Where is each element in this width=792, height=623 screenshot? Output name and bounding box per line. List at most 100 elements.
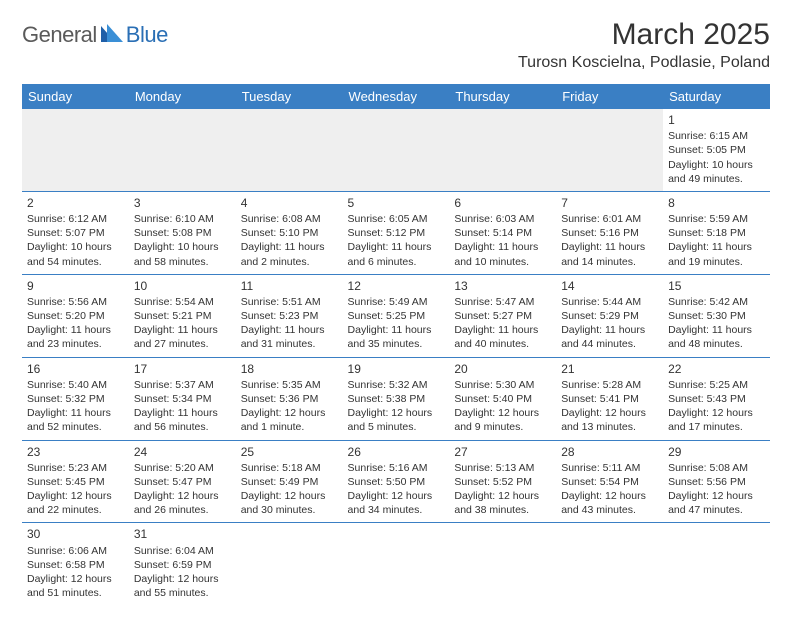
day-number: 18: [241, 361, 338, 377]
sunrise-text: Sunrise: 5:51 AM: [241, 295, 338, 309]
sunset-text: Sunset: 5:43 PM: [668, 392, 765, 406]
sunset-text: Sunset: 5:25 PM: [348, 309, 445, 323]
sunrise-text: Sunrise: 5:59 AM: [668, 212, 765, 226]
sunrise-text: Sunrise: 6:01 AM: [561, 212, 658, 226]
day-number: 10: [134, 278, 231, 294]
daylight-text: and 52 minutes.: [27, 420, 124, 434]
calendar-cell-empty: [343, 523, 450, 605]
calendar-cell: 5Sunrise: 6:05 AMSunset: 5:12 PMDaylight…: [343, 191, 450, 274]
sunset-text: Sunset: 5:34 PM: [134, 392, 231, 406]
sunrise-text: Sunrise: 5:13 AM: [454, 461, 551, 475]
calendar-cell: 30Sunrise: 6:06 AMSunset: 6:58 PMDayligh…: [22, 523, 129, 605]
sunrise-text: Sunrise: 5:49 AM: [348, 295, 445, 309]
sunset-text: Sunset: 5:12 PM: [348, 226, 445, 240]
daylight-text: Daylight: 11 hours: [454, 240, 551, 254]
sunset-text: Sunset: 5:07 PM: [27, 226, 124, 240]
daylight-text: Daylight: 12 hours: [241, 489, 338, 503]
dayhead-wed: Wednesday: [343, 84, 450, 109]
day-number: 12: [348, 278, 445, 294]
calendar-cell-empty: [129, 109, 236, 191]
calendar-cell: 27Sunrise: 5:13 AMSunset: 5:52 PMDayligh…: [449, 440, 556, 523]
calendar-page: General Blue March 2025 Turosn Koscielna…: [0, 0, 792, 623]
daylight-text: Daylight: 11 hours: [134, 406, 231, 420]
calendar-row: 9Sunrise: 5:56 AMSunset: 5:20 PMDaylight…: [22, 274, 770, 357]
daylight-text: Daylight: 11 hours: [561, 240, 658, 254]
daylight-text: Daylight: 12 hours: [668, 489, 765, 503]
daylight-text: and 26 minutes.: [134, 503, 231, 517]
sunrise-text: Sunrise: 5:16 AM: [348, 461, 445, 475]
daylight-text: Daylight: 11 hours: [27, 406, 124, 420]
daylight-text: and 2 minutes.: [241, 255, 338, 269]
daylight-text: and 51 minutes.: [27, 586, 124, 600]
calendar-cell: 17Sunrise: 5:37 AMSunset: 5:34 PMDayligh…: [129, 357, 236, 440]
daylight-text: Daylight: 11 hours: [134, 323, 231, 337]
day-number: 26: [348, 444, 445, 460]
calendar-cell-empty: [556, 523, 663, 605]
calendar-cell: 4Sunrise: 6:08 AMSunset: 5:10 PMDaylight…: [236, 191, 343, 274]
sunset-text: Sunset: 5:30 PM: [668, 309, 765, 323]
calendar-cell: 7Sunrise: 6:01 AMSunset: 5:16 PMDaylight…: [556, 191, 663, 274]
daylight-text: Daylight: 12 hours: [454, 489, 551, 503]
daylight-text: and 9 minutes.: [454, 420, 551, 434]
daylight-text: Daylight: 11 hours: [241, 323, 338, 337]
sunset-text: Sunset: 5:47 PM: [134, 475, 231, 489]
daylight-text: and 19 minutes.: [668, 255, 765, 269]
daylight-text: Daylight: 12 hours: [668, 406, 765, 420]
sunrise-text: Sunrise: 6:04 AM: [134, 544, 231, 558]
day-number: 2: [27, 195, 124, 211]
day-number: 29: [668, 444, 765, 460]
sunrise-text: Sunrise: 5:23 AM: [27, 461, 124, 475]
daylight-text: and 22 minutes.: [27, 503, 124, 517]
calendar-cell: 28Sunrise: 5:11 AMSunset: 5:54 PMDayligh…: [556, 440, 663, 523]
daylight-text: and 49 minutes.: [668, 172, 765, 186]
calendar-cell: 16Sunrise: 5:40 AMSunset: 5:32 PMDayligh…: [22, 357, 129, 440]
day-number: 13: [454, 278, 551, 294]
sunset-text: Sunset: 6:59 PM: [134, 558, 231, 572]
sunset-text: Sunset: 5:49 PM: [241, 475, 338, 489]
day-number: 3: [134, 195, 231, 211]
sunrise-text: Sunrise: 6:10 AM: [134, 212, 231, 226]
daylight-text: Daylight: 12 hours: [241, 406, 338, 420]
daylight-text: and 13 minutes.: [561, 420, 658, 434]
day-number: 7: [561, 195, 658, 211]
calendar-row: 16Sunrise: 5:40 AMSunset: 5:32 PMDayligh…: [22, 357, 770, 440]
sunrise-text: Sunrise: 6:03 AM: [454, 212, 551, 226]
day-number: 11: [241, 278, 338, 294]
dayhead-tue: Tuesday: [236, 84, 343, 109]
daylight-text: Daylight: 11 hours: [348, 240, 445, 254]
daylight-text: and 35 minutes.: [348, 337, 445, 351]
calendar-cell: 24Sunrise: 5:20 AMSunset: 5:47 PMDayligh…: [129, 440, 236, 523]
sunrise-text: Sunrise: 6:05 AM: [348, 212, 445, 226]
daylight-text: Daylight: 11 hours: [668, 240, 765, 254]
sunset-text: Sunset: 5:21 PM: [134, 309, 231, 323]
calendar-cell: 2Sunrise: 6:12 AMSunset: 5:07 PMDaylight…: [22, 191, 129, 274]
sunrise-text: Sunrise: 5:42 AM: [668, 295, 765, 309]
day-number: 31: [134, 526, 231, 542]
sunset-text: Sunset: 5:16 PM: [561, 226, 658, 240]
calendar-cell-empty: [236, 109, 343, 191]
day-number: 6: [454, 195, 551, 211]
daylight-text: Daylight: 12 hours: [561, 489, 658, 503]
sunrise-text: Sunrise: 6:06 AM: [27, 544, 124, 558]
daylight-text: and 31 minutes.: [241, 337, 338, 351]
calendar-cell: 22Sunrise: 5:25 AMSunset: 5:43 PMDayligh…: [663, 357, 770, 440]
sunset-text: Sunset: 5:38 PM: [348, 392, 445, 406]
daylight-text: Daylight: 11 hours: [668, 323, 765, 337]
calendar-cell-empty: [449, 109, 556, 191]
calendar-cell: 18Sunrise: 5:35 AMSunset: 5:36 PMDayligh…: [236, 357, 343, 440]
sunrise-text: Sunrise: 5:25 AM: [668, 378, 765, 392]
daylight-text: Daylight: 12 hours: [27, 489, 124, 503]
daylight-text: Daylight: 11 hours: [27, 323, 124, 337]
sunrise-text: Sunrise: 6:15 AM: [668, 129, 765, 143]
calendar-cell-empty: [449, 523, 556, 605]
daylight-text: and 30 minutes.: [241, 503, 338, 517]
calendar-cell: 23Sunrise: 5:23 AMSunset: 5:45 PMDayligh…: [22, 440, 129, 523]
calendar-cell-empty: [22, 109, 129, 191]
sunrise-text: Sunrise: 5:30 AM: [454, 378, 551, 392]
calendar-cell: 12Sunrise: 5:49 AMSunset: 5:25 PMDayligh…: [343, 274, 450, 357]
daylight-text: and 17 minutes.: [668, 420, 765, 434]
location-text: Turosn Koscielna, Podlasie, Poland: [518, 54, 770, 72]
sunrise-text: Sunrise: 5:18 AM: [241, 461, 338, 475]
sunset-text: Sunset: 5:05 PM: [668, 143, 765, 157]
calendar-cell: 3Sunrise: 6:10 AMSunset: 5:08 PMDaylight…: [129, 191, 236, 274]
